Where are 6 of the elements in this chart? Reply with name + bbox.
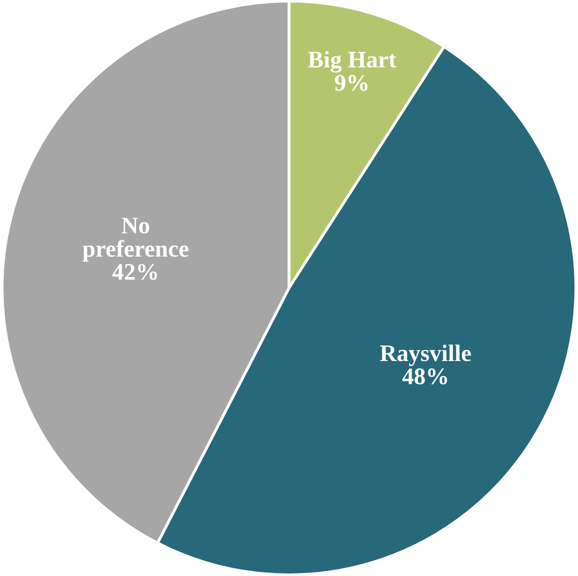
slice-label: No preference <box>82 218 188 262</box>
data-label: 48% <box>402 368 448 384</box>
data-label: 9% <box>334 74 368 91</box>
slice-label: Big Hart <box>308 50 396 73</box>
slice-label: Raysville <box>380 344 471 366</box>
data-label: 42% <box>112 264 158 280</box>
